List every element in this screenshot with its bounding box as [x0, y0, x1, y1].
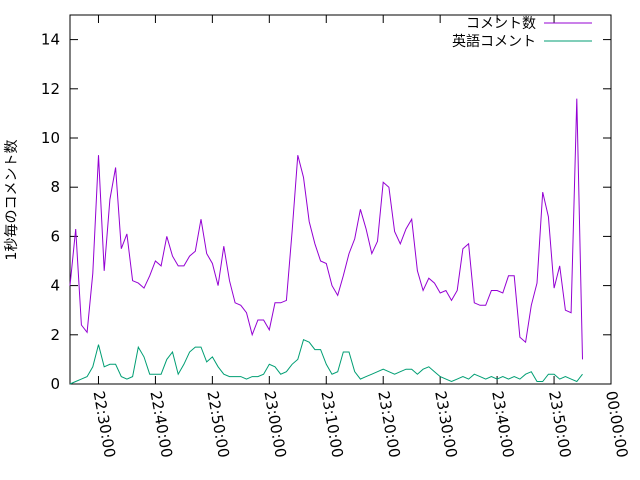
x-tick-label: 23:40:00: [488, 390, 517, 459]
plot-frame: [69, 14, 612, 385]
y-tick-label: 14: [41, 31, 60, 49]
y-tick-label: 4: [50, 277, 60, 295]
series-line-english: [69, 339, 583, 385]
legend: コメント数 英語コメント: [452, 16, 592, 50]
series-line-total: [69, 98, 583, 360]
y-tick-label: 8: [50, 178, 60, 196]
x-tick-label: 22:30:00: [90, 390, 119, 459]
y-axis: 0 2 4 6 8 10 12 14: [41, 31, 611, 393]
y-tick-label: 0: [50, 375, 60, 393]
x-tick-label: 23:10:00: [317, 390, 346, 459]
x-tick-label: 22:50:00: [203, 390, 232, 459]
series-layer: [69, 98, 583, 385]
y-tick-label: 12: [41, 80, 60, 98]
x-tick-label: 00:00:00: [602, 390, 631, 459]
legend-label-english: 英語コメント: [452, 33, 536, 50]
x-tick-label: 23:00:00: [260, 390, 289, 459]
y-tick-label: 2: [50, 326, 60, 344]
x-tick-label: 23:50:00: [545, 390, 574, 459]
x-tick-label: 22:40:00: [146, 390, 175, 459]
x-tick-label: 23:30:00: [431, 390, 460, 459]
y-tick-label: 10: [41, 129, 60, 147]
x-tick-label: 23:20:00: [374, 390, 403, 459]
y-axis-label: 1秒毎のコメント数: [4, 140, 20, 261]
legend-label-total: コメント数: [466, 16, 536, 32]
y-tick-label: 6: [50, 227, 60, 245]
